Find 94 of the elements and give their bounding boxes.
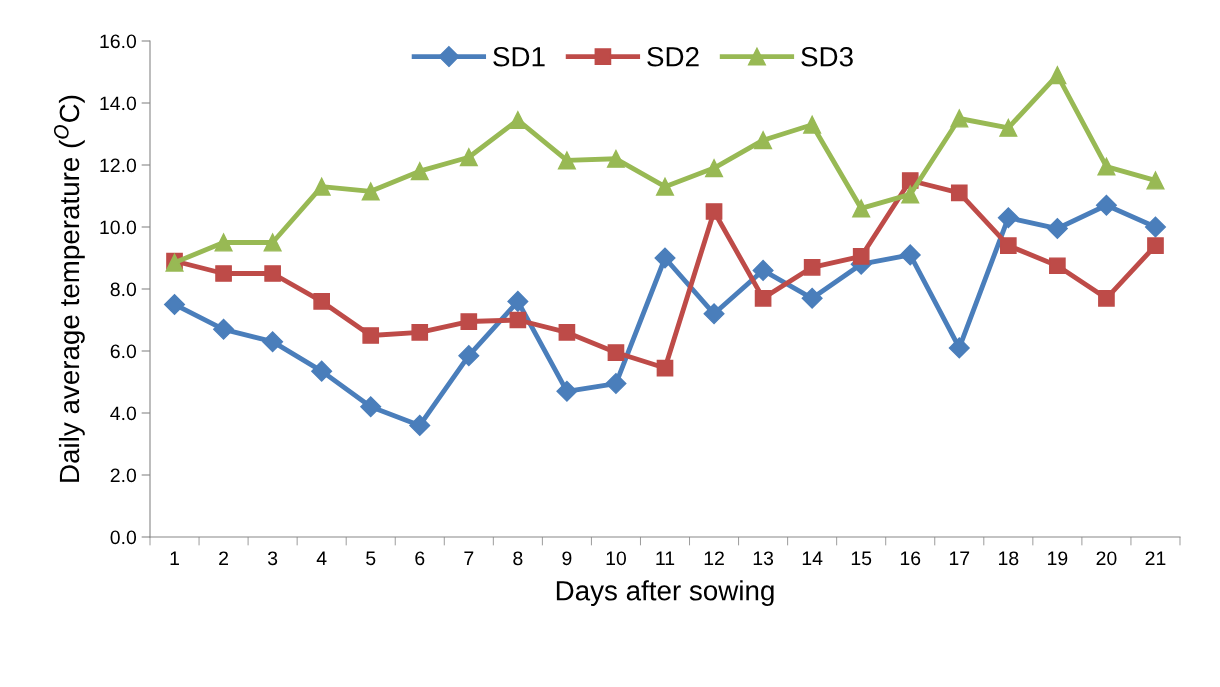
x-tick-label: 20	[1096, 551, 1117, 566]
point	[703, 303, 725, 325]
point	[901, 185, 920, 204]
point	[263, 233, 282, 252]
point	[605, 373, 627, 395]
point	[999, 118, 1018, 137]
point	[458, 345, 480, 367]
point	[362, 327, 380, 344]
x-tick-label: 13	[753, 551, 774, 566]
point	[801, 287, 823, 309]
point	[705, 203, 723, 220]
y-tick-label: 12.0	[100, 158, 137, 173]
x-tick-label: 1	[170, 551, 179, 565]
x-tick-label: 3	[267, 551, 278, 566]
point	[164, 293, 186, 316]
y-tick-label: 4.0	[110, 406, 137, 421]
point	[557, 151, 576, 170]
point	[313, 293, 331, 310]
point	[312, 177, 331, 196]
y-tick-label: 6.0	[110, 344, 137, 359]
point	[607, 344, 625, 361]
point	[1049, 257, 1066, 275]
point	[899, 244, 921, 266]
x-tick-label: 10	[606, 551, 627, 566]
point	[754, 131, 773, 150]
point	[409, 414, 431, 436]
x-axis-title: Days after sowing	[556, 580, 774, 607]
x-tick-label: 18	[999, 551, 1019, 566]
x-tick-label: 14	[802, 551, 823, 565]
x-tick-label: 6	[415, 551, 425, 566]
x-tick-label: 21	[1145, 551, 1166, 565]
point	[459, 148, 478, 167]
y-tick-label: 10.0	[100, 220, 137, 235]
point	[752, 259, 774, 281]
x-tick-label: 12	[704, 551, 724, 565]
point	[852, 248, 870, 265]
point	[1048, 66, 1067, 85]
legend-label: SD2	[647, 46, 699, 67]
x-tick-label: 8	[513, 551, 523, 566]
point	[262, 331, 284, 353]
point	[656, 359, 674, 377]
legend-label: SD3	[801, 46, 853, 67]
point	[606, 149, 625, 168]
point	[1095, 194, 1117, 216]
x-tick-label: 5	[366, 551, 376, 566]
point	[411, 324, 429, 341]
y-axis-title: Daily average temperature ($^{O}$C)	[53, 95, 85, 482]
point	[264, 265, 281, 282]
legend-label: SD1	[493, 46, 545, 67]
point	[948, 337, 970, 359]
point	[1098, 289, 1115, 307]
point	[507, 290, 529, 312]
y-tick-label: 16.0	[100, 34, 137, 49]
y-tick-label: 2.0	[110, 468, 137, 483]
point	[214, 233, 233, 252]
point	[655, 177, 675, 196]
point	[999, 237, 1017, 254]
point	[360, 396, 382, 418]
point	[1046, 218, 1068, 240]
point	[508, 111, 527, 130]
point	[654, 247, 676, 269]
point	[558, 324, 576, 341]
x-tick-label: 16	[900, 551, 921, 566]
y-tick-label: 0.0	[110, 530, 137, 545]
point	[311, 360, 333, 382]
point	[460, 313, 478, 330]
x-tick-label: 2	[219, 551, 228, 565]
point	[213, 318, 235, 340]
point	[803, 115, 822, 134]
point	[215, 265, 232, 282]
point	[950, 184, 968, 202]
point	[1097, 157, 1116, 176]
point	[803, 258, 821, 276]
point	[509, 311, 527, 329]
x-tick-label: 9	[562, 551, 572, 566]
point	[705, 159, 724, 178]
y-tick-label: 8.0	[110, 282, 137, 297]
point	[1146, 171, 1165, 190]
point	[852, 199, 871, 218]
point	[410, 162, 429, 181]
point	[361, 182, 380, 201]
point	[1147, 237, 1164, 254]
point	[1144, 216, 1166, 238]
x-tick-label: 19	[1048, 551, 1068, 566]
x-tick-label: 4	[316, 551, 327, 565]
x-tick-label: 15	[851, 551, 872, 566]
point	[997, 207, 1019, 229]
x-tick-label: 11	[656, 551, 675, 565]
point	[950, 109, 969, 128]
point	[556, 380, 578, 402]
x-tick-label: 17	[949, 551, 970, 565]
point	[754, 289, 772, 307]
y-tick-label: 14.0	[100, 96, 137, 111]
x-tick-label: 7	[464, 551, 474, 565]
